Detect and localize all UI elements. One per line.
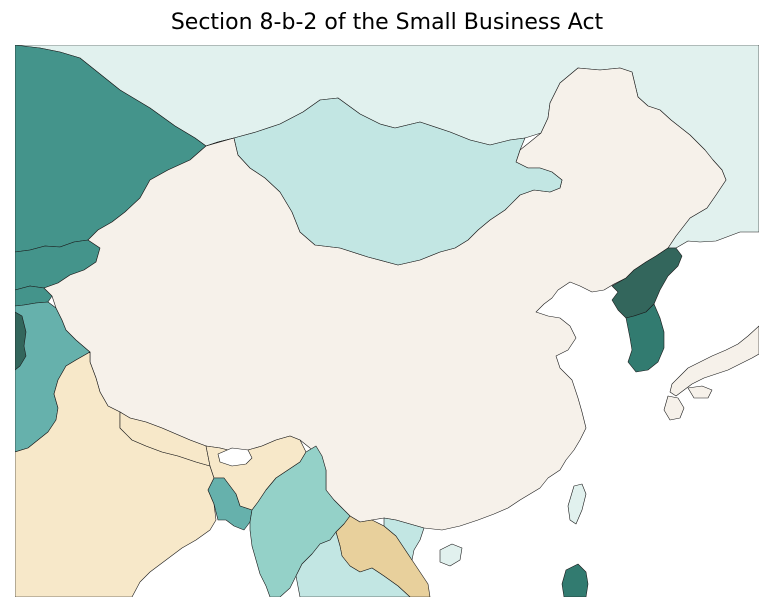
region-taiwan	[567, 483, 587, 525]
region-hainan	[439, 543, 463, 567]
region-japan-kyushu	[663, 395, 685, 421]
region-south-korea	[625, 303, 665, 373]
region-philippines	[561, 563, 589, 597]
region-vietnam	[383, 517, 425, 561]
map-title: Section 8-b-2 of the Small Business Act	[170, 10, 604, 35]
region-japan	[669, 325, 759, 397]
region-japan-shikoku	[687, 385, 713, 399]
region-myanmar	[249, 445, 351, 597]
region-kashmir-strip	[15, 311, 27, 371]
region-bangladesh	[207, 477, 253, 531]
region-mongolia	[205, 97, 563, 266]
region-bhutan	[217, 447, 253, 467]
region-thailand	[295, 531, 411, 597]
